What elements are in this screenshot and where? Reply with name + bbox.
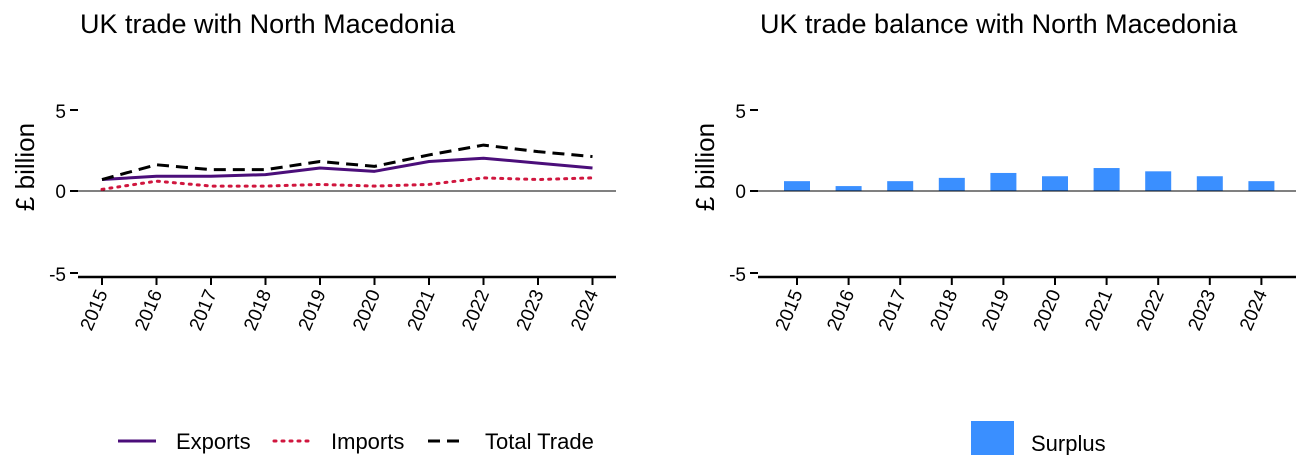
x-tick-label: 2017 — [875, 287, 911, 334]
x-tick-label: 2020 — [1030, 287, 1066, 334]
legend-label-imports: Imports — [331, 429, 404, 454]
bar-2022 — [1145, 171, 1172, 191]
x-tick-label: 2020 — [349, 287, 385, 334]
trade-line-chart: UK trade with North Macedonia £ billion … — [10, 9, 616, 454]
x-tick-label: 2015 — [77, 287, 113, 334]
bar-2019 — [990, 172, 1017, 191]
x-tick-label: 2024 — [567, 286, 603, 334]
y-axis: 5 0 -5 — [49, 102, 78, 286]
legend-label-total-trade: Total Trade — [485, 429, 594, 454]
y-tick-label: 0 — [735, 182, 746, 203]
legend-label-exports: Exports — [176, 429, 251, 454]
chart-title: UK trade with North Macedonia — [80, 9, 456, 39]
x-tick-label: 2018 — [927, 287, 963, 334]
y-tick-label: -5 — [729, 265, 746, 286]
x-tick-label: 2022 — [458, 287, 494, 334]
x-tick-label: 2021 — [404, 287, 440, 334]
x-tick-label: 2016 — [823, 287, 859, 334]
bar-2020 — [1042, 176, 1068, 191]
x-tick-label: 2024 — [1236, 286, 1272, 334]
chart-title: UK trade balance with North Macedonia — [760, 9, 1238, 39]
bar-2024 — [1248, 181, 1275, 191]
x-tick-label: 2016 — [131, 287, 167, 334]
bar-layer — [784, 168, 1275, 191]
y-tick-label: 0 — [55, 182, 66, 203]
x-axis: 2015 2016 2017 2018 2019 2020 2021 2022 2023 2024 — [77, 277, 603, 334]
bar-2015 — [784, 181, 810, 191]
legend: Exports Imports Total Trade — [118, 429, 594, 454]
bar-2016 — [835, 186, 862, 191]
y-axis-label: £ billion — [690, 123, 720, 211]
bar-2021 — [1093, 168, 1120, 191]
bar-2018 — [938, 177, 965, 191]
series-layer — [100, 143, 594, 191]
trade-balance-bar-chart: UK trade balance with North Macedonia £ … — [690, 9, 1296, 455]
y-axis-label: £ billion — [10, 123, 40, 211]
series-line-exports — [101, 156, 593, 182]
y-axis: 5 0 -5 — [729, 102, 758, 286]
y-tick-label: 5 — [735, 102, 746, 123]
bar-2017 — [887, 181, 914, 191]
legend-swatch-surplus — [971, 421, 1014, 455]
series-line-total-trade — [101, 143, 593, 181]
series-line-imports — [100, 176, 594, 191]
x-tick-label: 2017 — [186, 287, 222, 334]
x-tick-label: 2019 — [295, 287, 331, 334]
x-tick-label: 2023 — [1185, 287, 1221, 334]
x-axis: 2015 2016 2017 2018 2019 2020 2021 2022 2023 2024 — [772, 277, 1272, 334]
x-tick-label: 2021 — [1081, 287, 1117, 334]
y-tick-label: 5 — [55, 102, 66, 123]
bar-2023 — [1196, 176, 1223, 191]
x-tick-label: 2015 — [772, 287, 808, 334]
x-tick-label: 2022 — [1133, 287, 1169, 334]
y-tick-label: -5 — [49, 265, 66, 286]
legend: Surplus — [971, 421, 1106, 455]
x-tick-label: 2019 — [978, 287, 1014, 334]
x-tick-label: 2023 — [513, 287, 549, 334]
x-tick-label: 2018 — [240, 287, 276, 334]
legend-label-surplus: Surplus — [1031, 431, 1106, 455]
